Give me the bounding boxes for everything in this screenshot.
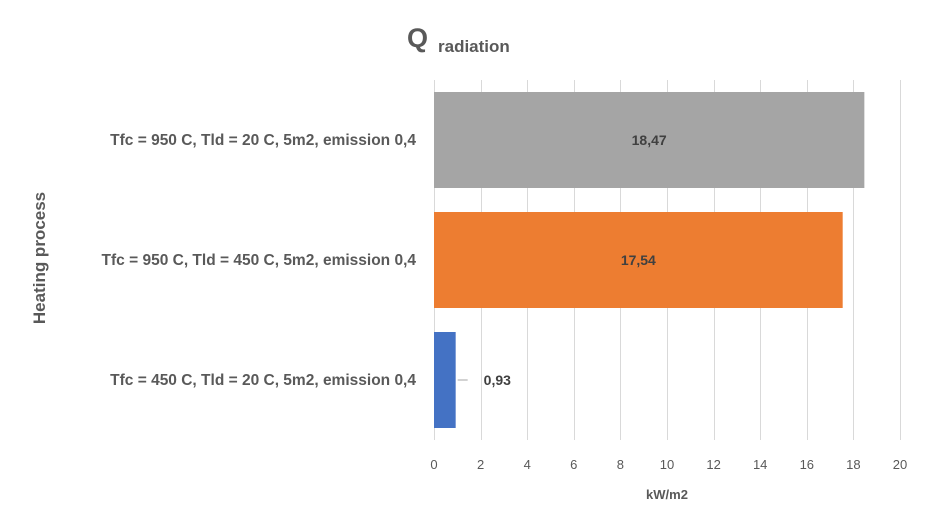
data-label-1: 17,54	[621, 252, 656, 268]
x-tick-label-0: 0	[430, 457, 437, 472]
x-tick-label-1: 2	[477, 457, 484, 472]
x-tick-label-7: 14	[753, 457, 767, 472]
category-labels: Tfc = 950 C, Tld = 20 C, 5m2, emission 0…	[102, 132, 417, 389]
x-tick-label-9: 18	[846, 457, 860, 472]
x-tick-label-5: 10	[660, 457, 674, 472]
category-label-0: Tfc = 950 C, Tld = 20 C, 5m2, emission 0…	[110, 132, 416, 149]
data-label-2: 0,93	[484, 372, 511, 388]
bars	[434, 92, 865, 428]
chart-title-subscript: radiation	[438, 37, 510, 56]
x-axis-title: kW/m2	[646, 487, 688, 502]
x-tick-label-10: 20	[893, 457, 907, 472]
category-label-1: Tfc = 950 C, Tld = 450 C, 5m2, emission …	[102, 252, 417, 269]
data-labels: 18,47 17,54 0,93	[457, 132, 667, 388]
x-tick-label-2: 4	[524, 457, 531, 472]
chart-title-main: Q	[407, 23, 428, 53]
x-tick-label-6: 12	[706, 457, 720, 472]
chart-title: Q radiation	[407, 23, 510, 56]
category-label-2: Tfc = 450 C, Tld = 20 C, 5m2, emission 0…	[110, 372, 416, 389]
y-axis-title: Heating process	[30, 192, 49, 324]
x-tick-label-4: 8	[617, 457, 624, 472]
x-tick-label-8: 16	[800, 457, 814, 472]
data-label-0: 18,47	[632, 132, 667, 148]
bar-1	[434, 212, 843, 308]
bar-2	[434, 332, 456, 428]
bar-0	[434, 92, 865, 188]
x-tick-labels: 0 2 4 6 8 10 12 14 16 18 20	[430, 457, 907, 472]
x-tick-label-3: 6	[570, 457, 577, 472]
